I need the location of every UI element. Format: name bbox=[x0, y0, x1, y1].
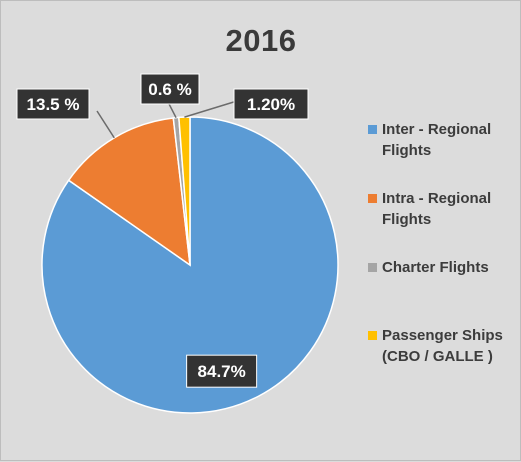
legend-swatch-charter bbox=[368, 263, 377, 272]
leader-line-passenger-ships bbox=[184, 100, 238, 118]
svg-text:84.7%: 84.7% bbox=[198, 362, 246, 381]
legend-label-line1: Inter - Regional bbox=[382, 121, 492, 138]
data-label-inter-regional: 84.7% bbox=[186, 354, 258, 388]
pie-slice-intra-regional bbox=[67, 117, 191, 267]
legend-swatch-passenger-ships bbox=[368, 331, 377, 340]
legend-label-line2: (CBO / GALLE ) bbox=[382, 348, 493, 365]
legend-label-line1: Passenger Ships bbox=[382, 327, 503, 344]
svg-text:0.6 %: 0.6 % bbox=[148, 80, 191, 99]
svg-text:1.20%: 1.20% bbox=[247, 95, 295, 114]
svg-text:13.5 %: 13.5 % bbox=[27, 95, 80, 114]
legend-label-line2: Flights bbox=[382, 142, 432, 159]
legend-label-line2: Flights bbox=[382, 211, 432, 228]
legend-label-line1: Intra - Regional bbox=[382, 190, 492, 207]
legend-label-line1: Charter Flights bbox=[382, 259, 489, 276]
chart-title: 2016 bbox=[225, 23, 297, 58]
legend-swatch-intra-regional bbox=[368, 194, 377, 203]
data-label-passenger-ships: 1.20% bbox=[233, 88, 309, 120]
data-label-charter: 0.6 % bbox=[140, 73, 200, 105]
data-label-intra-regional: 13.5 % bbox=[16, 88, 90, 120]
legend-swatch-inter-regional bbox=[368, 125, 377, 134]
leader-line-intra-regional bbox=[96, 110, 115, 139]
